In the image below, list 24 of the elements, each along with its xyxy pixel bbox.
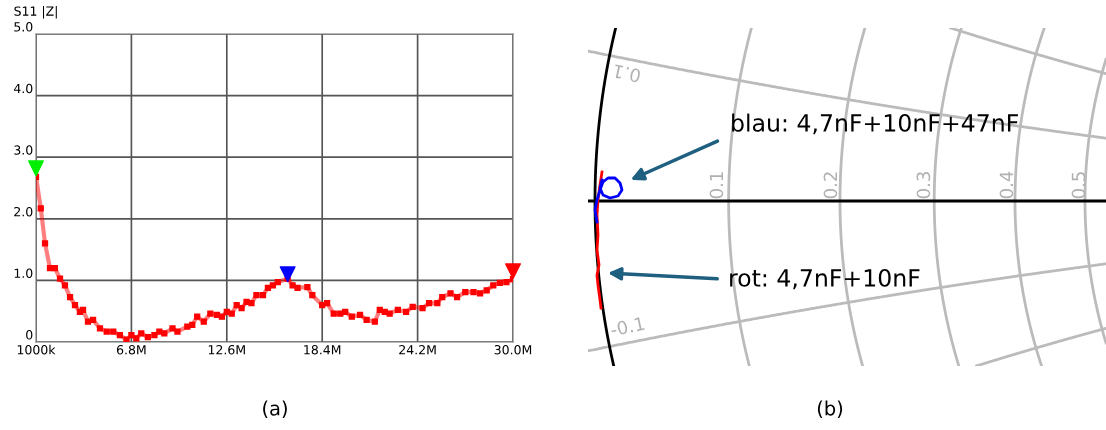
x-tick-label: 18.4M — [304, 345, 341, 355]
y-tick-label: 5.0 — [14, 22, 33, 32]
text: -0.1 — [609, 316, 645, 337]
text: rot: 4,7nF+10nF — [730, 268, 920, 290]
y-tick-label: 1.0 — [14, 268, 33, 278]
x-tick-label: 24.2M — [399, 345, 436, 355]
text: 0.3 — [916, 172, 931, 199]
y-tick-label: 4.0 — [13, 83, 33, 94]
text: blau: 4,7nF+10nF+47nF — [732, 113, 1018, 135]
x-tick-label: 6.8M — [116, 345, 146, 355]
text: 0.1 — [612, 64, 641, 83]
text: 0.2 — [823, 172, 838, 199]
x-tick-label: 12.6M — [208, 345, 245, 355]
y-tick-label: 3.0 — [14, 145, 33, 155]
text: (b) — [817, 400, 843, 418]
y-tick-label: 2.0 — [14, 206, 33, 217]
x-tick-label: 30.0M — [494, 345, 532, 355]
x-tick-label: 1000k — [17, 344, 56, 355]
text: 0.5 — [1071, 172, 1086, 199]
y-tick-label: 0 — [26, 330, 33, 340]
text: 0.4 — [999, 171, 1014, 199]
y-axis-title: S11 |Z| — [14, 6, 57, 19]
text: (a) — [263, 400, 287, 418]
text: 0.1 — [709, 172, 724, 199]
